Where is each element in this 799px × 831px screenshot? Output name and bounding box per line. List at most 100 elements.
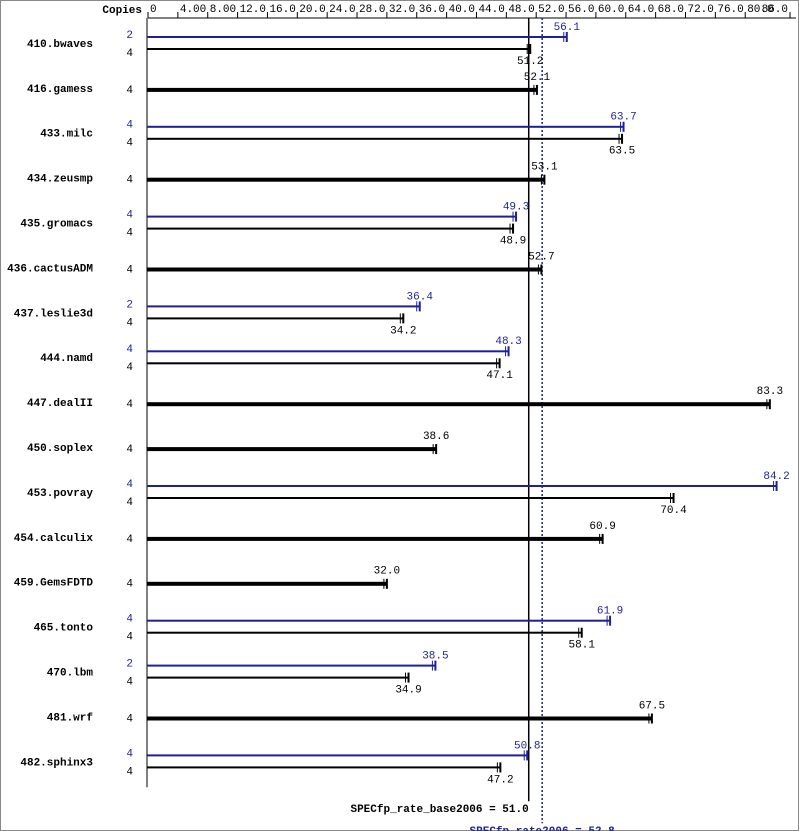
benchmark-label: 454.calculix <box>14 533 94 545</box>
bar <box>147 754 528 757</box>
x-tick-label: 36.0 <box>419 4 445 16</box>
copies-label: 4 <box>126 85 133 97</box>
bar <box>147 766 501 769</box>
value-label: 52.1 <box>524 72 551 84</box>
copies-label: 4 <box>126 362 133 374</box>
copies-label: 4 <box>126 766 133 778</box>
benchmark-label: 416.gamess <box>27 84 93 96</box>
copies-label: 4 <box>126 748 133 760</box>
value-label: 48.3 <box>495 336 521 348</box>
copies-label: 4 <box>126 534 133 546</box>
bar <box>147 664 436 667</box>
value-label: 50.8 <box>514 740 540 752</box>
copies-label: 4 <box>126 317 133 329</box>
value-label: 38.5 <box>422 651 448 663</box>
bar <box>147 619 611 622</box>
bar <box>147 362 500 365</box>
copies-label: 4 <box>126 677 133 689</box>
value-label: 60.9 <box>589 521 615 533</box>
x-tick-label: 60.0 <box>598 4 624 16</box>
bar <box>147 676 409 679</box>
copies-label: 4 <box>126 344 133 356</box>
bar <box>147 497 674 499</box>
copies-label: 2 <box>126 30 133 42</box>
benchmark-label: 465.tonto <box>34 623 94 635</box>
benchmark-label: 436.cactusADM <box>7 263 93 275</box>
x-tick-label: 8.00 <box>210 4 236 16</box>
x-tick-label: 52.0 <box>538 4 564 16</box>
copies-label: 4 <box>126 120 133 132</box>
value-label: 47.2 <box>487 774 513 786</box>
benchmark-label: 482.sphinx3 <box>20 757 93 769</box>
copies-label: 4 <box>126 48 133 60</box>
x-tick-label: 32.0 <box>389 4 415 16</box>
x-tick-label: 20.0 <box>299 4 325 16</box>
bar <box>147 402 770 407</box>
copies-label: 4 <box>126 579 133 591</box>
copies-label: 4 <box>126 399 133 411</box>
x-tick-label: 68.0 <box>658 4 684 16</box>
copies-label: 4 <box>126 444 133 456</box>
bar <box>147 581 387 586</box>
bar <box>147 485 777 487</box>
x-tick-label: 48.0 <box>508 4 534 16</box>
value-label: 49.3 <box>503 202 529 214</box>
benchmark-label: 450.soplex <box>27 443 93 455</box>
benchmark-label: 444.namd <box>40 353 93 365</box>
value-label: 63.7 <box>610 112 636 124</box>
copies-label: 4 <box>126 175 133 187</box>
benchmark-label: 447.dealII <box>27 398 93 410</box>
bar <box>147 350 509 353</box>
benchmark-label: 434.zeusmp <box>27 174 93 186</box>
benchmark-label: 435.gromacs <box>20 219 93 231</box>
x-tick-label: 86.0 <box>762 4 788 16</box>
value-label: 70.4 <box>660 505 687 517</box>
bar <box>147 137 623 140</box>
copies-header: Copies <box>102 5 142 17</box>
x-tick-label: 40.0 <box>449 4 475 16</box>
copies-label: 4 <box>126 632 133 644</box>
value-label: 58.1 <box>569 640 596 652</box>
benchmark-label: 470.lbm <box>47 668 94 680</box>
benchmark-label: 459.GemsFDTD <box>14 578 94 590</box>
bar <box>147 716 652 721</box>
value-label: 83.3 <box>757 386 783 398</box>
copies-label: 4 <box>126 497 133 509</box>
copies-label: 4 <box>126 138 133 150</box>
benchmark-label: 433.milc <box>40 129 93 141</box>
benchmark-label: 481.wrf <box>47 712 94 724</box>
value-label: 34.9 <box>395 685 421 697</box>
value-label: 51.2 <box>517 56 543 68</box>
copies-label: 4 <box>126 264 133 276</box>
benchmark-label: 437.leslie3d <box>14 308 93 320</box>
value-label: 48.9 <box>500 236 526 248</box>
bar <box>147 48 531 50</box>
value-label: 34.2 <box>390 325 416 337</box>
value-label: 52.7 <box>528 251 554 263</box>
x-tick-label: 72.0 <box>687 4 713 16</box>
x-tick-label: 56.0 <box>568 4 594 16</box>
copies-label: 4 <box>126 228 133 240</box>
value-label: 53.1 <box>531 162 558 174</box>
bar <box>147 87 537 92</box>
benchmark-label: 453.povray <box>27 488 93 500</box>
bar <box>147 305 420 308</box>
value-label: 47.1 <box>486 370 513 382</box>
bar <box>147 227 514 230</box>
copies-label: 2 <box>126 659 133 671</box>
copies-label: 4 <box>126 210 133 222</box>
bar <box>147 317 404 320</box>
bar <box>147 36 567 38</box>
x-tick-label: 0 <box>150 4 157 16</box>
benchmark-label: 410.bwaves <box>27 39 93 51</box>
copies-label: 4 <box>126 713 133 725</box>
bar <box>147 125 624 128</box>
bar <box>147 631 582 634</box>
x-tick-label: 44.0 <box>478 4 504 16</box>
bar <box>147 536 603 541</box>
value-label: 38.6 <box>423 431 449 443</box>
value-label: 84.2 <box>763 471 789 483</box>
bar <box>147 215 517 218</box>
value-label: 56.1 <box>554 22 581 34</box>
